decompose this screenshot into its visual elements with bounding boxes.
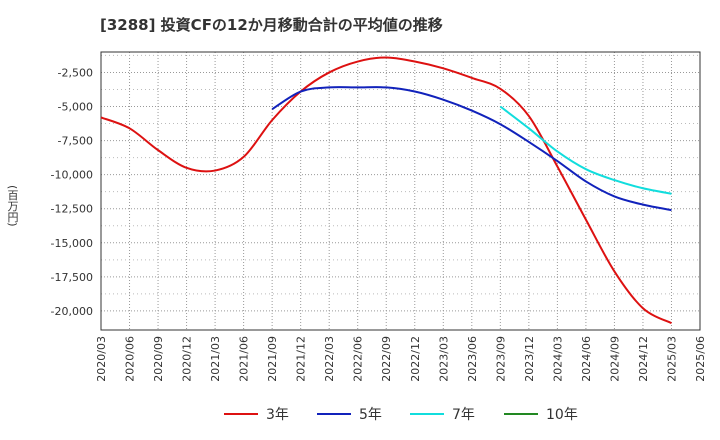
series-line-3 (499, 105, 672, 195)
y-tick-label: -10,000 (51, 169, 93, 182)
x-tick-label: 2021/06 (238, 336, 251, 382)
y-tick-label: -7,500 (58, 135, 93, 148)
y-tick-label: -12,500 (51, 203, 93, 216)
x-tick-label: 2024/06 (580, 336, 593, 382)
x-tick-label: 2023/03 (437, 336, 450, 382)
y-tick-label: -20,000 (51, 305, 93, 318)
x-tick-label: 2021/09 (266, 336, 279, 382)
x-tick-label: 2021/03 (209, 336, 222, 382)
x-tick-label: 2023/06 (466, 336, 479, 382)
legend-label: 10年 (546, 407, 578, 423)
x-tick-label: 2020/06 (124, 336, 137, 382)
chart-title: [3288] 投資CFの12か月移動合計の平均値の推移 (100, 16, 443, 34)
x-tick-label: 2022/12 (409, 336, 422, 382)
x-tick-label: 2023/09 (494, 336, 507, 382)
x-tick-label: 2020/12 (181, 336, 194, 382)
x-tick-label: 2024/12 (637, 336, 650, 382)
x-tick-label: 2022/03 (323, 336, 336, 382)
legend-label: 5年 (359, 407, 382, 423)
y-tick-label: -2,500 (58, 66, 93, 79)
x-tick-label: 2025/03 (665, 336, 678, 382)
y-tick-label: -17,500 (51, 271, 93, 284)
x-tick-label: 2021/12 (295, 336, 308, 382)
x-tick-label: 2020/09 (152, 336, 165, 382)
x-tick-label: 2023/12 (523, 336, 536, 382)
plot-border (100, 51, 701, 331)
y-tick-label: -15,000 (51, 237, 93, 250)
legend-label: 3年 (266, 407, 289, 423)
x-tick-label: 2024/03 (551, 336, 564, 382)
x-tick-label: 2025/06 (694, 336, 707, 382)
x-tick-label: 2020/03 (95, 336, 108, 382)
series-line-1 (100, 56, 672, 325)
x-tick-label: 2022/09 (380, 336, 393, 382)
plot-area (101, 52, 700, 330)
x-tick-label: 2022/06 (352, 336, 365, 382)
series-line-2 (271, 86, 672, 212)
x-tick-label: 2024/09 (608, 336, 621, 382)
y-axis-label: (百万円) (6, 185, 19, 227)
legend-label: 7年 (452, 407, 475, 423)
y-tick-label: -5,000 (58, 101, 93, 114)
